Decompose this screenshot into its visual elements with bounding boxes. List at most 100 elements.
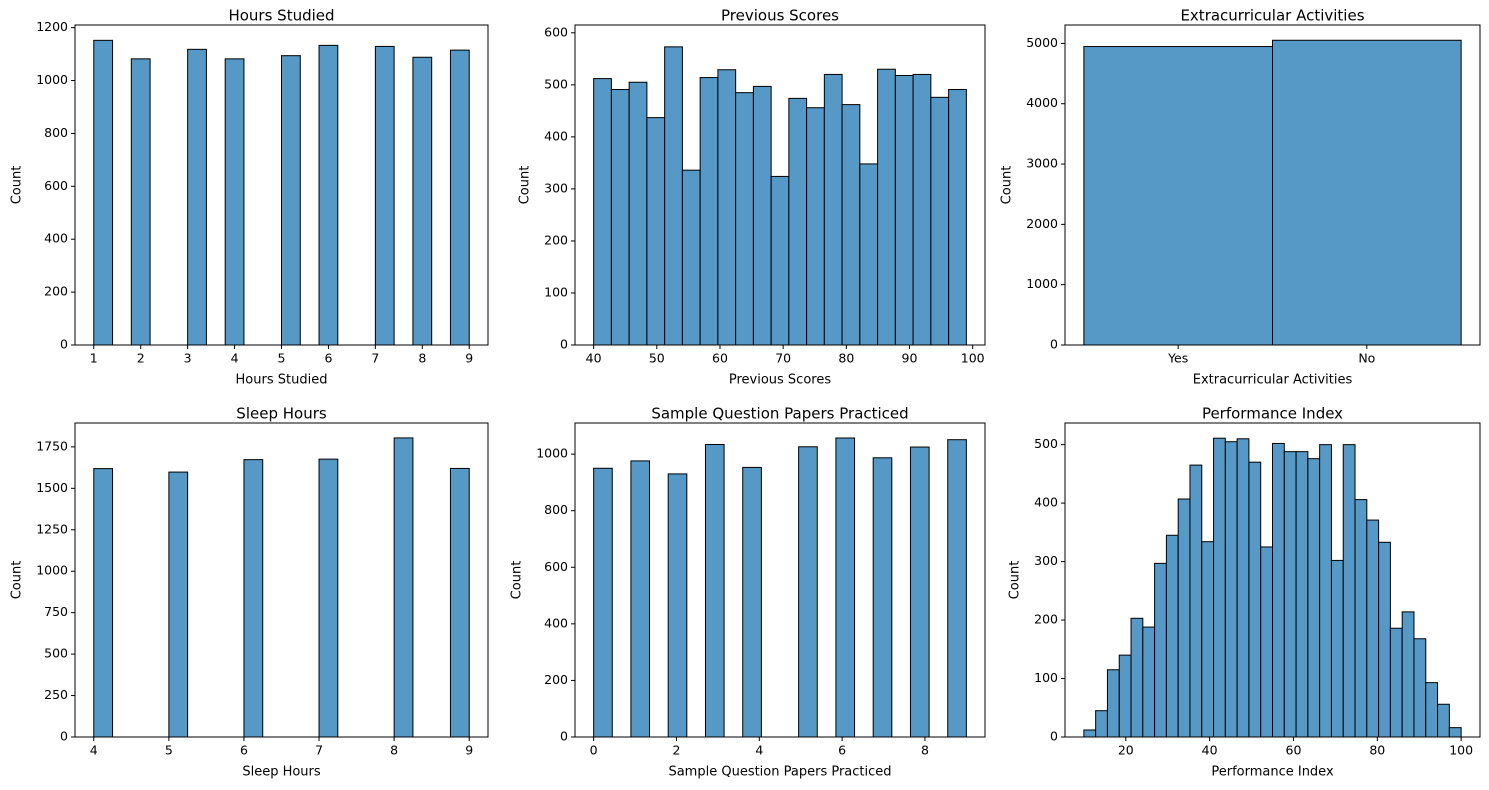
bar [835, 437, 856, 738]
y-tick-label: 600 [44, 178, 68, 193]
x-tick-label: 1 [90, 351, 98, 366]
axes-frame [1064, 422, 1481, 738]
y-axis-label: Count [10, 166, 25, 205]
y-tick-label: 1750 [36, 438, 68, 453]
x-axis-label: Performance Index [1211, 765, 1334, 780]
bar [393, 437, 414, 738]
y-tick-label: 500 [1034, 436, 1058, 451]
subplot-title: Extracurricular Activities [1180, 7, 1364, 25]
y-tick-label: 1250 [36, 521, 68, 536]
bar [859, 163, 879, 346]
bar [798, 446, 818, 738]
x-tick-label: 4 [90, 743, 98, 758]
x-tick-label: 4 [231, 351, 239, 366]
x-tick-label: 5 [165, 743, 173, 758]
bar [412, 56, 433, 346]
bar [449, 467, 470, 738]
x-tick-label: 40 [586, 351, 602, 366]
x-tick-label: 50 [649, 351, 665, 366]
bar [1260, 546, 1273, 738]
bar [806, 107, 825, 346]
x-tick-label: 20 [1118, 743, 1134, 758]
bar [1189, 464, 1203, 738]
bar [1389, 627, 1403, 738]
bar [1165, 534, 1179, 738]
bar [1130, 617, 1144, 738]
y-tick-label: 200 [544, 232, 568, 247]
bar [664, 46, 683, 346]
y-tick-label: 0 [560, 337, 568, 352]
x-tick-label: 60 [712, 351, 728, 366]
axes-frame [574, 422, 986, 738]
y-tick-label: 600 [544, 559, 568, 574]
y-tick-label: 600 [544, 24, 568, 39]
x-tick-label: 80 [1369, 743, 1385, 758]
x-tick-label: 40 [1202, 743, 1218, 758]
y-tick-label: 3000 [1026, 156, 1058, 171]
y-tick-label: 0 [1050, 729, 1058, 744]
bar [872, 457, 893, 738]
x-tick-label: 0 [590, 743, 598, 758]
bar [742, 466, 762, 738]
y-tick-label: 200 [1034, 612, 1058, 627]
bar [1401, 611, 1415, 738]
x-tick-label: 3 [184, 351, 192, 366]
bar [1177, 498, 1191, 738]
axes-frame [74, 24, 489, 346]
bar [168, 471, 189, 738]
bar [947, 439, 967, 738]
subplot-title: Sample Question Papers Practiced [651, 405, 908, 423]
bar [704, 443, 725, 738]
bar [1295, 451, 1309, 738]
bar [1083, 46, 1274, 346]
y-axis-label: Count [1008, 561, 1023, 600]
subplot-title: Hours Studied [228, 7, 334, 25]
x-tick-label: 60 [1286, 743, 1302, 758]
x-tick-label: 9 [465, 743, 473, 758]
x-tick-label: 2 [672, 743, 680, 758]
y-tick-label: 1000 [36, 563, 68, 578]
bar [894, 74, 914, 346]
bar [93, 468, 114, 738]
bar [318, 458, 339, 738]
bar [681, 169, 701, 346]
bar [699, 77, 719, 346]
y-tick-label: 800 [44, 125, 68, 140]
x-axis-label: Hours Studied [236, 373, 328, 388]
bar [823, 73, 843, 346]
subplot-title: Sleep Hours [236, 405, 327, 423]
bar [243, 459, 264, 738]
bar [1342, 444, 1356, 738]
y-tick-label: 400 [544, 128, 568, 143]
x-tick-label: 8 [921, 743, 929, 758]
bar [1272, 442, 1285, 738]
bar [630, 460, 651, 738]
x-tick-label: Yes [1167, 351, 1188, 366]
bar [1413, 638, 1427, 738]
y-tick-label: 1000 [36, 72, 68, 87]
subplot-title: Previous Scores [721, 7, 839, 25]
bar [1106, 669, 1120, 738]
x-tick-label: 100 [961, 351, 985, 366]
subplot-title: Performance Index [1202, 405, 1343, 423]
y-tick-label: 300 [1034, 553, 1058, 568]
bar [610, 89, 630, 346]
bar [909, 446, 930, 738]
bar [1437, 703, 1450, 738]
x-tick-label: 5 [278, 351, 286, 366]
y-tick-label: 200 [44, 284, 68, 299]
bar [449, 49, 470, 346]
bar [930, 96, 950, 346]
x-tick-label: 80 [838, 351, 854, 366]
y-axis-label: Count [10, 561, 25, 600]
bar [130, 58, 151, 346]
bar [877, 68, 896, 346]
y-tick-label: 4000 [1026, 95, 1058, 110]
y-axis-label: Count [510, 561, 525, 600]
y-tick-label: 0 [60, 729, 68, 744]
y-axis-label: Count [1000, 166, 1015, 205]
x-axis-label: Extracurricular Activities [1193, 373, 1353, 388]
y-tick-label: 300 [544, 180, 568, 195]
bar [1224, 441, 1238, 738]
bar [1272, 39, 1462, 346]
